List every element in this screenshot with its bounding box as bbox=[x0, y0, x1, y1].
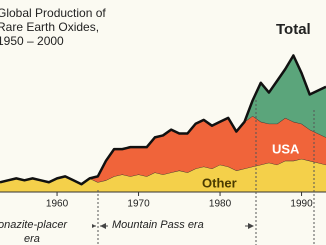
arrow-head bbox=[100, 223, 106, 229]
total-line bbox=[0, 54, 326, 186]
era-label: Mountain Pass era bbox=[112, 219, 204, 231]
title-line: 1950 – 2000 bbox=[0, 34, 64, 48]
annotation: USA bbox=[272, 141, 300, 156]
title-line: Rare Earth Oxides, bbox=[0, 20, 99, 34]
area bbox=[0, 115, 326, 185]
era-label: onazite-placer bbox=[0, 219, 68, 231]
plot bbox=[0, 54, 326, 193]
era-box bbox=[108, 218, 244, 233]
arrow-head bbox=[248, 223, 254, 229]
x-tick-label: 1990 bbox=[290, 199, 313, 210]
title-line: Global Production of bbox=[0, 6, 106, 20]
x-tick-label: 1980 bbox=[209, 199, 232, 210]
area bbox=[0, 158, 326, 192]
annotation: Total bbox=[276, 21, 311, 38]
x-tick-label: 1970 bbox=[127, 199, 150, 210]
x-tick-label: 1960 bbox=[46, 199, 69, 210]
era-box bbox=[0, 218, 92, 233]
annotation: Other bbox=[202, 175, 237, 190]
area bbox=[0, 55, 326, 185]
era-label: era bbox=[24, 233, 40, 245]
